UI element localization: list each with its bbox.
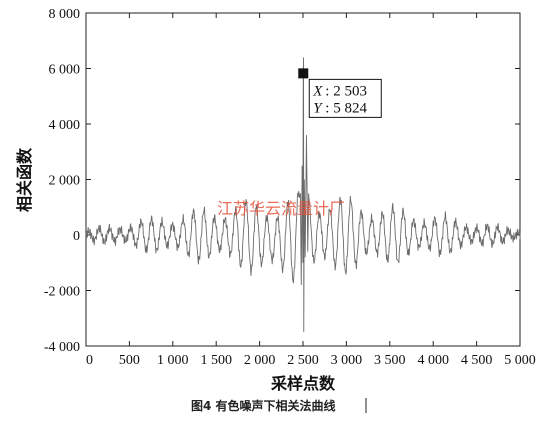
x-tick-label: 1 000: [157, 353, 189, 368]
y-tick-label: 2 000: [49, 174, 81, 189]
figure-caption: 图4 有色噪声下相关法曲线: [191, 398, 336, 413]
y-tick-label: 6 000: [49, 63, 81, 78]
watermark-text: 江苏华云流量计厂: [217, 199, 345, 218]
x-tick-label: 2 000: [244, 353, 276, 368]
data-tip-x-label: X: [312, 83, 323, 99]
data-tip-annotation: X : 2 503 Y : 5 824: [298, 68, 382, 118]
y-axis-title: 相关函数: [15, 147, 34, 212]
x-axis-ticks: 0 500 1 000 1 500 2 000 2 500 3 000 3 500 4 000 4…: [85, 13, 536, 368]
data-tip-marker: [298, 68, 309, 79]
x-tick-label: 2 500: [287, 353, 319, 368]
data-tip-y-value: 5 824: [333, 100, 367, 116]
x-tick-label: 3 500: [374, 353, 406, 368]
x-tick-label: 500: [119, 353, 140, 368]
data-tip-y-label: Y: [313, 100, 323, 116]
y-tick-label: 8 000: [49, 7, 81, 22]
x-tick-label: 3 000: [331, 353, 363, 368]
data-tip-box: [308, 78, 382, 118]
y-tick-label: -2 000: [44, 285, 80, 300]
data-tip-x-separator: :: [325, 83, 329, 99]
x-axis-title: 采样点数: [270, 374, 336, 393]
y-tick-label: 4 000: [49, 118, 81, 133]
y-tick-label: -4 000: [44, 340, 80, 355]
data-tip-x-value: 2 503: [333, 83, 367, 99]
x-tick-label: 4 000: [417, 353, 449, 368]
x-tick-label: 5 000: [504, 353, 536, 368]
data-tip-y-separator: :: [325, 100, 329, 116]
x-tick-label: 4 500: [461, 353, 493, 368]
y-tick-label: 0: [73, 229, 80, 244]
series-line: [85, 57, 521, 333]
x-tick-label: 0: [86, 353, 93, 368]
x-tick-label: 1 500: [200, 353, 232, 368]
y-axis-ticks: -4 000 -2 000 0 2 000 4 000 6 000 8 000: [44, 7, 520, 355]
